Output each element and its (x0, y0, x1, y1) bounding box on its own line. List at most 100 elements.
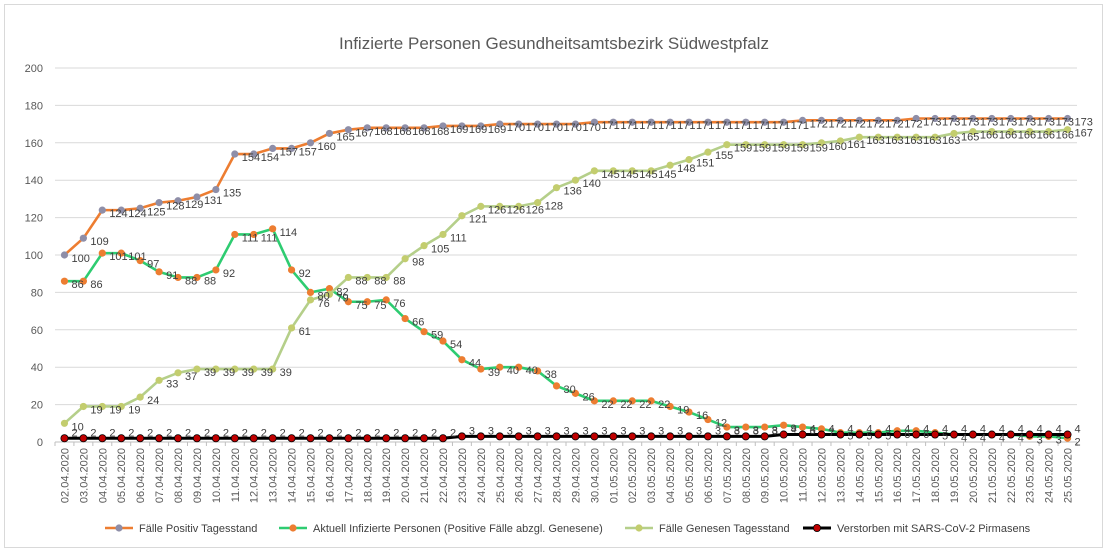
data-label: 40 (526, 365, 538, 377)
data-point (268, 434, 277, 443)
data-point (515, 120, 523, 128)
x-tick-label: 11.04.2020 (230, 448, 242, 502)
data-label: 4 (866, 424, 872, 436)
data-point (874, 133, 882, 141)
data-label: 163 (885, 135, 903, 147)
data-label: 168 (393, 126, 411, 138)
data-label: 6 (923, 429, 929, 441)
data-label: 4 (791, 424, 797, 436)
data-label: 2 (336, 427, 342, 439)
series-line (64, 227, 1068, 440)
data-point (1007, 127, 1015, 136)
gridlines (55, 67, 1077, 443)
data-point (1025, 430, 1034, 439)
data-label: 101 (109, 251, 127, 263)
x-tick-label: 13.04.2020 (268, 448, 280, 503)
data-label: 161 (847, 139, 865, 151)
data-label: 2 (71, 427, 77, 439)
data-point (98, 206, 106, 214)
data-point (155, 268, 163, 276)
x-tick-label: 16.04.2020 (324, 448, 336, 503)
data-point (931, 133, 939, 141)
data-point (571, 432, 580, 441)
x-tick-label: 17.05.2020 (911, 448, 923, 503)
data-point (836, 137, 845, 145)
data-label: 163 (866, 135, 884, 147)
data-point (174, 434, 183, 443)
data-label: 166 (999, 130, 1017, 142)
data-label: 170 (526, 122, 544, 134)
data-label: 82 (336, 287, 348, 299)
data-point (420, 124, 428, 132)
x-tick-label: 20.04.2020 (400, 448, 412, 503)
data-point (723, 118, 731, 126)
data-label: 140 (582, 178, 600, 190)
data-label: 37 (185, 371, 197, 383)
data-label: 54 (450, 339, 462, 351)
data-label: 3 (1056, 434, 1062, 446)
data-label: 171 (772, 120, 790, 132)
x-tick-label: 16.05.2020 (892, 448, 904, 503)
data-point (988, 127, 996, 136)
data-point (988, 114, 996, 123)
data-label: 126 (526, 204, 544, 216)
data-label: 5 (942, 431, 948, 443)
data-label: 4 (1075, 424, 1081, 436)
data-label: 129 (185, 199, 203, 211)
data-label: 76 (393, 298, 405, 310)
series-group (60, 114, 1072, 443)
data-label: 2 (242, 427, 248, 439)
data-point (628, 397, 636, 405)
data-label: 3 (582, 425, 588, 437)
data-label: 170 (582, 122, 600, 134)
data-point (60, 251, 69, 259)
data-label: 154 (261, 152, 279, 164)
data-point (950, 114, 958, 123)
data-point (1063, 114, 1072, 123)
data-point (761, 118, 769, 126)
data-point (874, 430, 883, 439)
data-point (60, 277, 69, 285)
data-label: 3 (526, 425, 532, 437)
data-point (325, 129, 334, 138)
data-point (363, 434, 372, 443)
x-tick-label: 08.04.2020 (173, 448, 185, 503)
data-label: 4 (1018, 424, 1024, 436)
data-point (931, 430, 940, 439)
data-point (798, 116, 807, 124)
data-point (571, 176, 580, 184)
data-point (704, 415, 712, 424)
data-label: 2 (147, 427, 153, 439)
data-label: 3 (488, 425, 494, 437)
y-tick-label: 100 (25, 250, 43, 262)
data-label: 159 (791, 143, 809, 155)
data-point (817, 139, 826, 147)
data-point (515, 363, 523, 371)
data-label: 88 (185, 275, 197, 287)
data-point (476, 432, 485, 441)
data-label: 4 (847, 424, 853, 436)
data-point (1026, 114, 1034, 123)
data-point (798, 430, 807, 439)
data-point (439, 122, 447, 130)
data-point (363, 124, 371, 132)
data-point (155, 434, 164, 443)
data-point (250, 150, 258, 158)
data-label: 4 (999, 424, 1005, 436)
data-point (1063, 126, 1072, 134)
data-label: 111 (242, 232, 259, 244)
data-point (269, 144, 277, 153)
data-label: 114 (280, 227, 298, 239)
data-point (590, 432, 599, 441)
data-label: 173 (942, 116, 960, 128)
data-point (458, 122, 466, 130)
data-label: 166 (980, 130, 998, 142)
data-label: 171 (658, 120, 676, 132)
chart-title: Infizierte Personen Gesundheitsamtsbezir… (339, 34, 769, 53)
data-label: 173 (1056, 116, 1074, 128)
data-point (117, 249, 125, 257)
data-label: 3 (507, 425, 513, 437)
x-tick-label: 10.05.2020 (779, 448, 791, 503)
data-label: 126 (488, 204, 506, 216)
data-point (761, 423, 769, 431)
